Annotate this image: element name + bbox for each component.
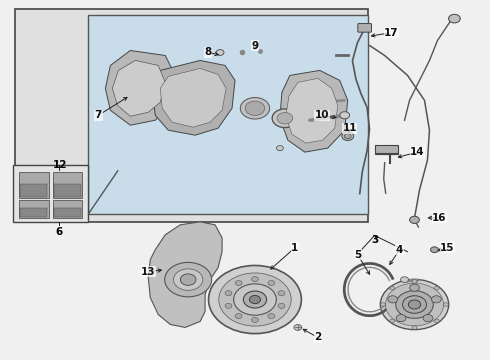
FancyBboxPatch shape (375, 145, 398, 154)
Text: 10: 10 (315, 110, 329, 120)
Circle shape (448, 14, 460, 23)
FancyBboxPatch shape (15, 9, 368, 222)
Circle shape (235, 280, 242, 285)
Circle shape (344, 134, 351, 139)
Circle shape (180, 274, 196, 285)
Text: 5: 5 (354, 250, 361, 260)
Circle shape (225, 303, 232, 309)
FancyBboxPatch shape (20, 184, 47, 197)
Circle shape (245, 101, 265, 116)
Text: 16: 16 (432, 213, 447, 223)
Text: 8: 8 (204, 48, 212, 58)
Polygon shape (105, 50, 175, 125)
Circle shape (390, 287, 395, 290)
Text: 17: 17 (384, 28, 399, 37)
Circle shape (396, 291, 433, 318)
Circle shape (268, 280, 275, 285)
Polygon shape (160, 68, 226, 127)
Circle shape (244, 291, 267, 308)
Text: 3: 3 (371, 235, 378, 245)
Circle shape (225, 291, 232, 296)
Circle shape (403, 296, 426, 313)
Circle shape (401, 277, 409, 283)
Circle shape (235, 314, 242, 319)
Text: 9: 9 (251, 41, 259, 50)
Circle shape (434, 287, 439, 290)
Circle shape (434, 319, 439, 323)
Circle shape (272, 109, 297, 127)
Circle shape (388, 296, 397, 303)
Circle shape (165, 262, 212, 297)
FancyBboxPatch shape (54, 208, 81, 217)
Circle shape (431, 296, 441, 303)
Circle shape (412, 326, 417, 329)
Text: 14: 14 (410, 147, 425, 157)
Circle shape (251, 276, 258, 282)
Text: 6: 6 (55, 227, 62, 237)
Circle shape (268, 314, 275, 319)
Text: 11: 11 (343, 123, 357, 133)
FancyBboxPatch shape (13, 165, 89, 222)
Circle shape (410, 216, 419, 224)
Circle shape (219, 273, 291, 326)
Circle shape (251, 318, 258, 323)
Polygon shape (286, 78, 338, 143)
Circle shape (342, 132, 354, 140)
Polygon shape (280, 71, 348, 152)
Circle shape (396, 315, 406, 322)
Circle shape (277, 113, 293, 124)
Text: 1: 1 (291, 243, 298, 253)
FancyBboxPatch shape (19, 200, 49, 218)
FancyBboxPatch shape (19, 172, 49, 198)
Circle shape (209, 265, 301, 334)
Text: 2: 2 (314, 332, 321, 342)
Circle shape (386, 283, 443, 326)
Circle shape (423, 315, 433, 322)
Circle shape (408, 300, 421, 309)
Text: 7: 7 (95, 110, 102, 120)
FancyBboxPatch shape (358, 23, 371, 32)
Circle shape (278, 291, 285, 296)
FancyBboxPatch shape (52, 200, 82, 218)
Polygon shape (112, 60, 165, 116)
Circle shape (173, 269, 203, 291)
Circle shape (249, 296, 261, 303)
Text: 13: 13 (141, 267, 155, 276)
Circle shape (412, 280, 417, 283)
FancyBboxPatch shape (52, 172, 82, 198)
Circle shape (278, 303, 285, 309)
Circle shape (381, 303, 386, 306)
Circle shape (380, 279, 449, 330)
FancyBboxPatch shape (20, 208, 47, 217)
Text: 12: 12 (53, 160, 68, 170)
Circle shape (443, 303, 448, 306)
Polygon shape (152, 60, 235, 135)
Circle shape (276, 145, 283, 150)
FancyBboxPatch shape (89, 15, 368, 214)
Circle shape (340, 112, 349, 119)
Circle shape (431, 247, 439, 253)
Circle shape (294, 325, 302, 330)
Text: 4: 4 (396, 245, 403, 255)
FancyBboxPatch shape (54, 184, 81, 197)
Polygon shape (148, 222, 222, 328)
Circle shape (390, 319, 395, 323)
Circle shape (234, 284, 276, 315)
Circle shape (410, 284, 419, 291)
Circle shape (240, 98, 270, 119)
Circle shape (216, 50, 224, 55)
Text: 15: 15 (440, 243, 455, 253)
